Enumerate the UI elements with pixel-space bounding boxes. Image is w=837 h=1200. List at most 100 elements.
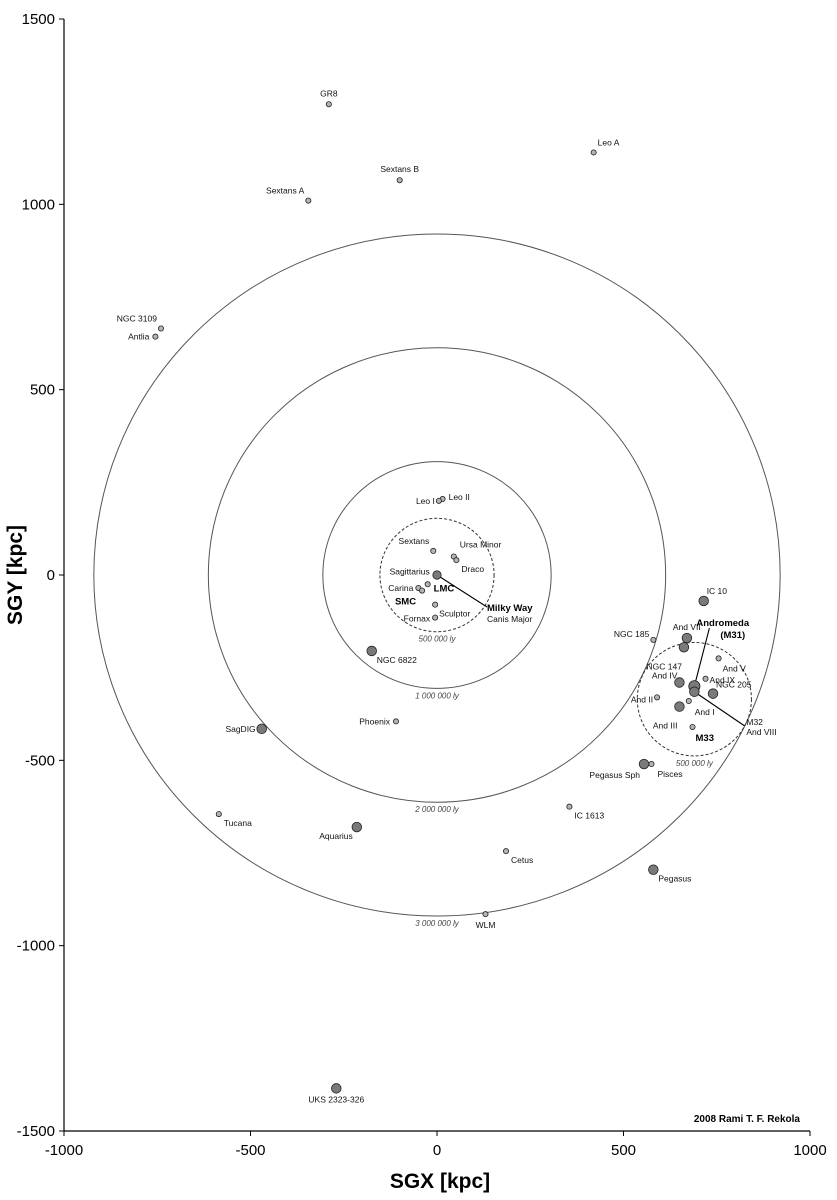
- galaxy-point-draco: [453, 557, 460, 564]
- galaxy-point-leo-i: [435, 497, 442, 504]
- galaxy-point-sculptor: [432, 601, 439, 608]
- galaxy-label-sextans-a: Sextans A: [266, 186, 305, 196]
- galaxy-point-and-ii: [654, 694, 661, 701]
- galaxy-label-leo-i: Leo I: [416, 496, 435, 506]
- galaxy-point-ngc-205: [707, 688, 719, 699]
- galaxy-label-aquarius: Aquarius: [319, 831, 353, 841]
- galaxy-point-and-vii: [681, 632, 693, 644]
- x-tick-label: 1000: [793, 1142, 826, 1159]
- galaxy-label-ic-1613: IC 1613: [574, 811, 604, 821]
- galaxy-label-leo-a: Leo A: [598, 137, 620, 147]
- points-layer: [152, 101, 722, 1094]
- galaxy-label-ngc-147: NGC 147: [646, 661, 682, 671]
- galaxy-point-milky-way: [432, 570, 442, 580]
- ring-label: 1 000 000 ly: [415, 691, 460, 700]
- galaxy-label-and-ii: And II: [631, 694, 653, 704]
- ring-label: 500 000 ly: [419, 635, 457, 644]
- galaxy-label-m32: M32: [746, 717, 763, 727]
- galaxy-point-ngc-147: [678, 642, 690, 653]
- galaxy-point-pegasus-sph: [638, 758, 650, 770]
- galaxy-label-and-vii: And VII: [673, 622, 701, 632]
- ring-label: 2 000 000 ly: [414, 805, 460, 814]
- galaxy-point-cetus: [503, 848, 510, 855]
- galaxy-label-and-iv: And IV: [652, 670, 678, 680]
- galaxy-label-ngc-205: NGC 205: [716, 680, 752, 690]
- galaxy-label-wlm: WLM: [476, 920, 496, 930]
- galaxy-point-fornax: [432, 614, 439, 621]
- galaxy-label-pegasus-sph: Pegasus Sph: [589, 770, 640, 780]
- leader-line: [694, 691, 745, 727]
- y-tick-label: -1000: [17, 938, 55, 955]
- distance-ring: [207, 347, 667, 803]
- axes-layer: -1000 -500 0 500 1000 -1500 -1000 -500 0 500 1000 1…: [17, 11, 827, 1159]
- galaxy-point-ic-1613: [566, 803, 573, 810]
- labels-layer: GR8 Leo A Sextans B Sextans A NGC 3109 Antlia…: [117, 88, 777, 1104]
- y-tick-label: 0: [47, 567, 55, 584]
- y-tick-label: -1500: [17, 1123, 55, 1140]
- galaxy-point-uks-2323-326: [331, 1083, 342, 1094]
- galaxy-label-ngc-3109: NGC 3109: [117, 314, 157, 324]
- leader-line: [693, 628, 710, 687]
- leaders-layer: [436, 574, 745, 727]
- galaxy-point-aquarius: [351, 821, 363, 833]
- galaxy-label-gr8: GR8: [320, 88, 338, 98]
- galaxy-point-leo-a: [590, 149, 597, 156]
- galaxy-point-pisces: [648, 761, 655, 768]
- galaxy-point-ngc-3109: [157, 325, 164, 332]
- galaxy-point-gr8: [325, 101, 332, 108]
- credit-text: 2008 Rami T. F. Rekola: [694, 1114, 801, 1125]
- galaxy-label-pisces: Pisces: [657, 769, 682, 779]
- galaxy-label-sagittarius: Sagittarius: [390, 566, 430, 576]
- x-tick-label: -500: [235, 1142, 265, 1159]
- galaxy-label-uks-2323-326: UKS 2323-326: [308, 1094, 364, 1104]
- x-tick-label: 500: [611, 1142, 636, 1159]
- x-axis-title: SGX [kpc]: [390, 1170, 490, 1193]
- galaxy-label-and-i: And I: [695, 707, 715, 717]
- ring-label: 500 000 ly: [676, 759, 714, 768]
- galaxy-point-and-i: [685, 698, 692, 705]
- galaxy-label-cetus: Cetus: [511, 855, 533, 865]
- distance-ring: [379, 517, 495, 633]
- distance-ring: [322, 461, 552, 689]
- galaxy-label-lmc: LMC: [434, 583, 455, 594]
- y-tick-label: -500: [25, 752, 55, 769]
- galaxy-label-sextans-b: Sextans B: [380, 164, 419, 174]
- galaxy-label-canis-major: Canis Major: [487, 614, 533, 624]
- galaxy-label-antlia: Antlia: [128, 332, 150, 342]
- galaxy-label-ursa-minor: Ursa Minor: [460, 539, 502, 549]
- galaxy-point-ngc-6822: [366, 645, 377, 657]
- distance-ring: [636, 641, 752, 757]
- distance-ring: [93, 233, 781, 917]
- galaxy-point-wlm: [482, 911, 489, 918]
- galaxy-label-and-viii: And VIII: [746, 727, 776, 737]
- galaxy-label-draco: Draco: [461, 564, 484, 574]
- galaxy-point-ic-10: [698, 595, 709, 607]
- galaxy-label-phoenix: Phoenix: [359, 716, 390, 726]
- galaxy-point-sextans-b: [396, 177, 403, 184]
- galaxy-label-sagdig: SagDIG: [225, 724, 255, 734]
- y-axis-title: SGY [kpc]: [4, 525, 27, 625]
- galaxy-label-ngc-185: NGC 185: [614, 629, 650, 639]
- galaxy-point-pegasus: [648, 864, 659, 875]
- galaxy-point-sagdig: [256, 723, 267, 735]
- galaxy-point-and-iii: [674, 701, 685, 712]
- galaxy-label-fornax: Fornax: [404, 614, 431, 624]
- galaxy-label-ic-10: IC 10: [707, 586, 728, 596]
- galaxy-label-m31: (M31): [720, 630, 745, 641]
- galaxy-label-andromeda: Andromeda: [696, 618, 750, 629]
- galaxy-point-and-iv: [674, 677, 685, 688]
- galaxy-label-and-iii: And III: [653, 721, 678, 731]
- galaxy-label-pegasus: Pegasus: [658, 874, 691, 884]
- y-tick-label: 1500: [22, 11, 55, 28]
- galaxy-label-carina: Carina: [388, 583, 413, 593]
- galaxy-point-phoenix: [392, 718, 399, 725]
- galaxy-label-ngc-6822: NGC 6822: [377, 655, 417, 665]
- galaxy-point-m33: [689, 723, 696, 730]
- galaxy-point-antlia: [152, 333, 159, 340]
- galaxy-point-tucana: [215, 811, 222, 818]
- y-tick-label: 500: [30, 382, 55, 399]
- galaxy-point-ngc-185: [650, 636, 657, 643]
- galaxy-label-sextans: Sextans: [399, 536, 430, 546]
- galaxy-label-and-v: And V: [723, 663, 746, 673]
